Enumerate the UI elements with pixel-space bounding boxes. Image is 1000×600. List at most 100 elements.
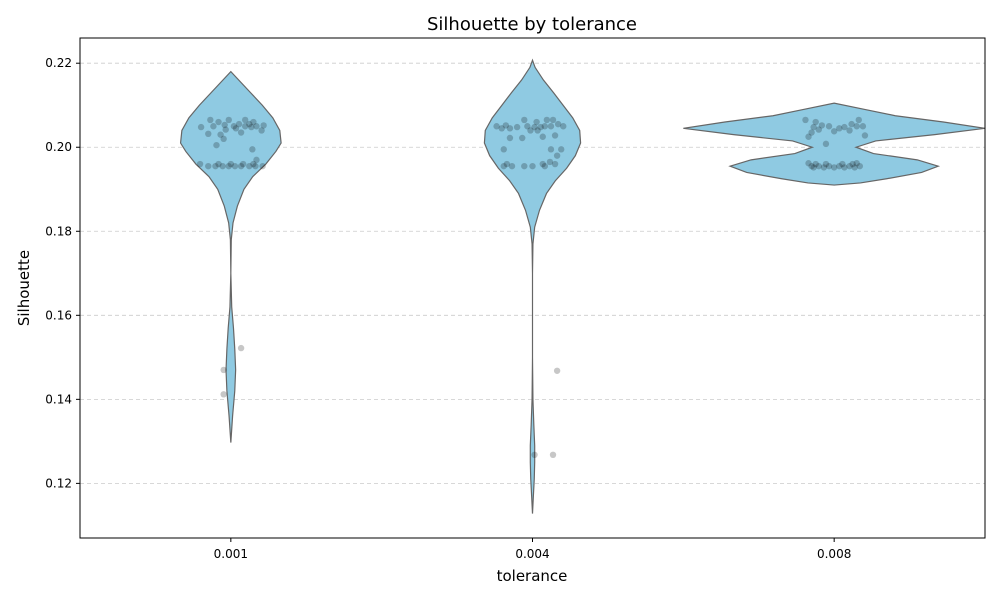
data-point	[553, 152, 561, 159]
data-point	[861, 132, 869, 139]
data-point	[830, 164, 838, 171]
data-point	[543, 116, 551, 124]
data-point	[502, 122, 510, 129]
data-point	[230, 123, 238, 130]
data-point	[856, 162, 864, 170]
y-tick-label: 0.16	[45, 308, 72, 322]
data-point	[210, 123, 217, 130]
data-point	[253, 123, 260, 130]
data-point	[225, 116, 232, 124]
data-point	[527, 127, 534, 134]
data-point	[547, 123, 555, 130]
data-point	[197, 123, 205, 131]
data-point	[822, 160, 830, 168]
data-point	[802, 116, 809, 124]
data-point	[250, 118, 257, 126]
data-points	[196, 116, 869, 459]
data-point	[521, 162, 528, 170]
x-tick-label: 0.001	[214, 547, 248, 561]
violin-0.004	[483, 58, 582, 514]
data-point	[815, 162, 822, 170]
violins	[179, 58, 986, 514]
data-point	[524, 123, 531, 130]
data-point	[805, 133, 812, 140]
data-point	[246, 120, 253, 128]
data-point	[225, 162, 232, 170]
y-tick-label: 0.12	[45, 476, 72, 490]
data-point	[541, 162, 549, 170]
data-point	[241, 123, 249, 130]
data-point	[220, 135, 227, 143]
data-point	[554, 120, 562, 128]
data-point	[227, 160, 235, 168]
data-point	[253, 156, 260, 164]
data-point	[549, 116, 557, 124]
data-point	[529, 162, 536, 170]
y-tick-label: 0.14	[45, 392, 72, 406]
data-point	[855, 116, 862, 124]
data-point	[853, 123, 860, 130]
data-point	[818, 122, 826, 129]
data-point	[503, 160, 511, 168]
data-point	[560, 123, 567, 130]
data-point	[841, 164, 848, 171]
data-point	[853, 160, 860, 167]
data-point	[259, 162, 266, 170]
y-axis-label: Silhouette	[15, 250, 33, 326]
data-point	[231, 162, 239, 170]
data-point	[500, 146, 507, 153]
data-point	[217, 131, 224, 138]
data-point	[239, 160, 247, 168]
data-point	[215, 118, 222, 126]
data-point	[220, 366, 227, 374]
data-point	[205, 162, 212, 170]
data-point	[839, 160, 846, 168]
data-point	[521, 116, 528, 124]
data-point	[205, 130, 212, 137]
data-point	[237, 129, 245, 136]
data-point	[846, 162, 853, 170]
data-point	[519, 134, 526, 142]
data-point	[222, 126, 229, 133]
data-point	[859, 123, 867, 130]
data-point	[549, 451, 557, 459]
data-point	[220, 391, 227, 398]
data-point	[237, 162, 245, 170]
data-point	[213, 141, 220, 149]
data-point	[508, 162, 516, 170]
data-point	[812, 118, 819, 126]
data-point	[546, 158, 554, 166]
violin-0.001	[179, 70, 282, 443]
data-point	[547, 146, 555, 153]
chart-title: Silhouette by tolerance	[427, 14, 637, 35]
data-point	[808, 162, 815, 170]
data-point	[825, 162, 833, 170]
data-point	[232, 125, 240, 132]
data-point	[246, 162, 253, 170]
x-tick-label: 0.008	[817, 547, 851, 561]
data-point	[221, 121, 228, 129]
violin-0.008	[683, 102, 986, 186]
data-point	[551, 132, 559, 139]
data-point	[215, 160, 222, 168]
data-point	[513, 123, 521, 131]
data-point	[812, 160, 819, 168]
data-point	[237, 344, 245, 352]
data-point	[551, 160, 559, 168]
data-point	[196, 160, 204, 168]
data-point	[822, 140, 830, 148]
data-point	[820, 164, 828, 171]
data-point	[493, 123, 500, 130]
data-point	[533, 118, 540, 126]
data-point	[541, 123, 549, 130]
data-point	[258, 127, 265, 134]
data-point	[249, 146, 256, 153]
data-point	[219, 162, 226, 170]
data-point	[810, 164, 817, 171]
data-point	[848, 120, 855, 128]
data-point	[252, 162, 259, 170]
data-point	[805, 160, 812, 167]
data-point	[539, 133, 546, 140]
data-point	[534, 127, 541, 134]
data-point	[836, 125, 843, 132]
